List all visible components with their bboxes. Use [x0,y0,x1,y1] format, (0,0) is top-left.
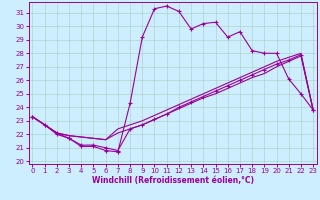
X-axis label: Windchill (Refroidissement éolien,°C): Windchill (Refroidissement éolien,°C) [92,176,254,185]
